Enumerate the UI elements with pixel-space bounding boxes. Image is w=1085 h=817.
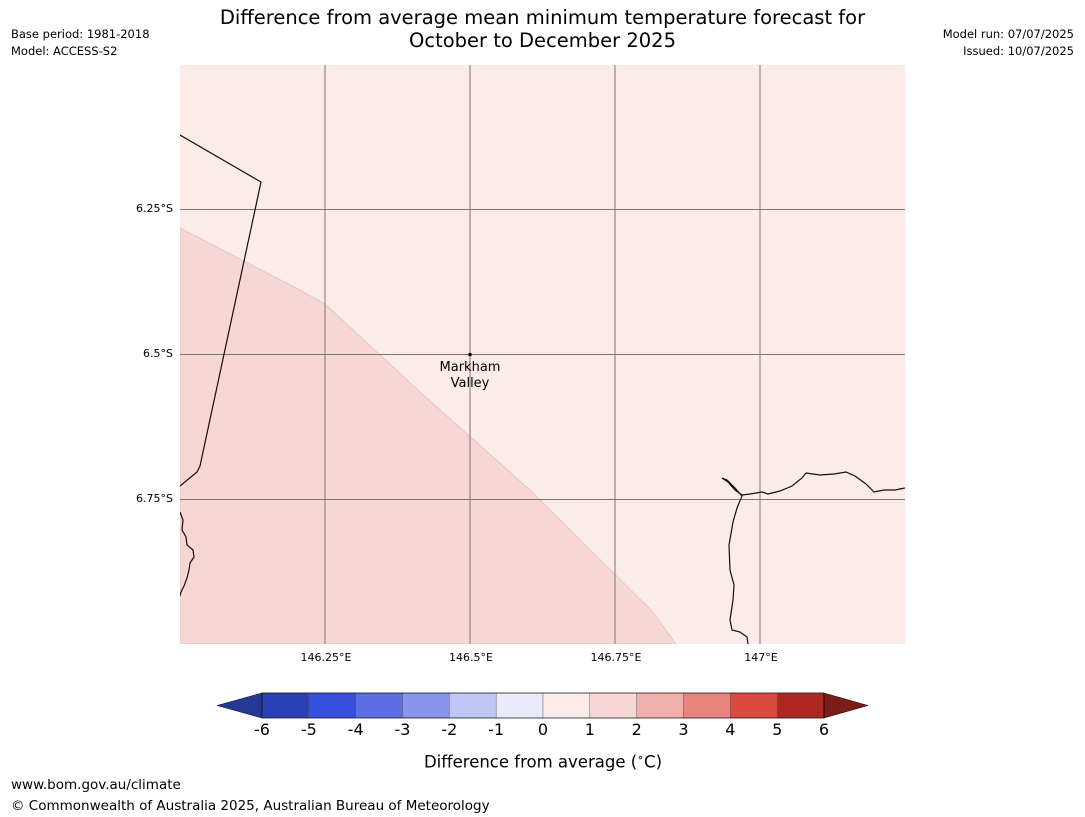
degree-symbol: ∘ [637, 751, 645, 764]
colorbar-segment [636, 692, 684, 719]
markham-valley-marker [468, 352, 472, 357]
lon-label-147: 147°E [744, 651, 778, 664]
colorbar-segment [683, 692, 731, 719]
footer-copyright: © Commonwealth of Australia 2025, Austra… [11, 798, 490, 814]
colorbar-segment [261, 692, 310, 719]
colorbar-extend-high [823, 692, 869, 719]
title-line-2: October to December 2025 [409, 29, 676, 52]
colorbar-extend-low [216, 692, 263, 719]
issued-text: Issued: 10/07/2025 [963, 44, 1074, 58]
lon-label-146-75: 146.75°E [590, 651, 642, 664]
metadata-right: Model run: 07/07/2025 Issued: 10/07/2025 [943, 26, 1074, 60]
colorbar-tick-label: -3 [394, 720, 411, 739]
lat-label-6-5: 6.5°S [143, 347, 173, 360]
place-label-markham-valley: Markham Valley [420, 360, 520, 391]
page-title: Difference from average mean minimum tem… [150, 6, 935, 52]
colorbar-label-text: Difference from average ( [423, 752, 638, 772]
colorbar-label-unit: C) [644, 752, 663, 772]
colorbar-segment [402, 692, 450, 719]
colorbar-segment [495, 692, 544, 719]
colorbar-tick-label: -2 [441, 720, 458, 739]
colorbar-segment [542, 692, 591, 719]
lat-label-6-75: 6.75°S [136, 492, 173, 505]
base-period-text: Base period: 1981-2018 [11, 27, 150, 41]
model-text: Model: ACCESS-S2 [11, 44, 118, 58]
anomaly-zone-1-2 [180, 227, 677, 644]
colorbar-tick-label: 2 [631, 720, 642, 739]
colorbar-tick-label: -6 [254, 720, 270, 739]
colorbar-tick-label: 3 [678, 720, 689, 739]
colorbar-tick-label: -4 [347, 720, 364, 739]
footer: www.bom.gov.au/climate © Commonwealth of… [11, 775, 490, 817]
title-line-1: Difference from average mean minimum tem… [219, 6, 866, 29]
colorbar-segment [730, 692, 778, 719]
lat-label-6-25: 6.25°S [136, 202, 173, 215]
colorbar-tick-label: -1 [488, 720, 505, 739]
colorbar-segment [355, 692, 403, 719]
colorbar-segment [308, 692, 356, 719]
colorbar-frame [261, 692, 825, 719]
colorbar-tick-label: 6 [818, 720, 830, 739]
colorbar-tick-label: 0 [537, 720, 549, 739]
lon-label-146-25: 146.25°E [300, 651, 352, 664]
coastline-southwest [180, 511, 195, 597]
model-run-text: Model run: 07/07/2025 [942, 27, 1074, 41]
colorbar-tick-label: -5 [300, 720, 317, 739]
region-boundary-west [180, 134, 262, 487]
boundaries [180, 134, 905, 644]
colorbar-segment [589, 692, 637, 719]
footer-website: www.bom.gov.au/climate [11, 777, 181, 793]
colorbar-label: Difference from average (∘C) [243, 747, 843, 774]
place-label-line-1: Markham [439, 360, 501, 375]
place-label-line-2: Valley [450, 375, 490, 391]
colorbar-tick-label: 1 [584, 720, 595, 739]
colorbar-segment [449, 692, 497, 719]
colorbar-tick-label: 5 [772, 720, 783, 739]
colorbar-tick-label: 4 [725, 720, 736, 739]
colorbar-segment [776, 692, 825, 719]
coastline-southeast [721, 471, 905, 644]
metadata-left: Base period: 1981-2018 Model: ACCESS-S2 [11, 26, 150, 60]
lon-label-146-5: 146.5°E [449, 651, 493, 664]
